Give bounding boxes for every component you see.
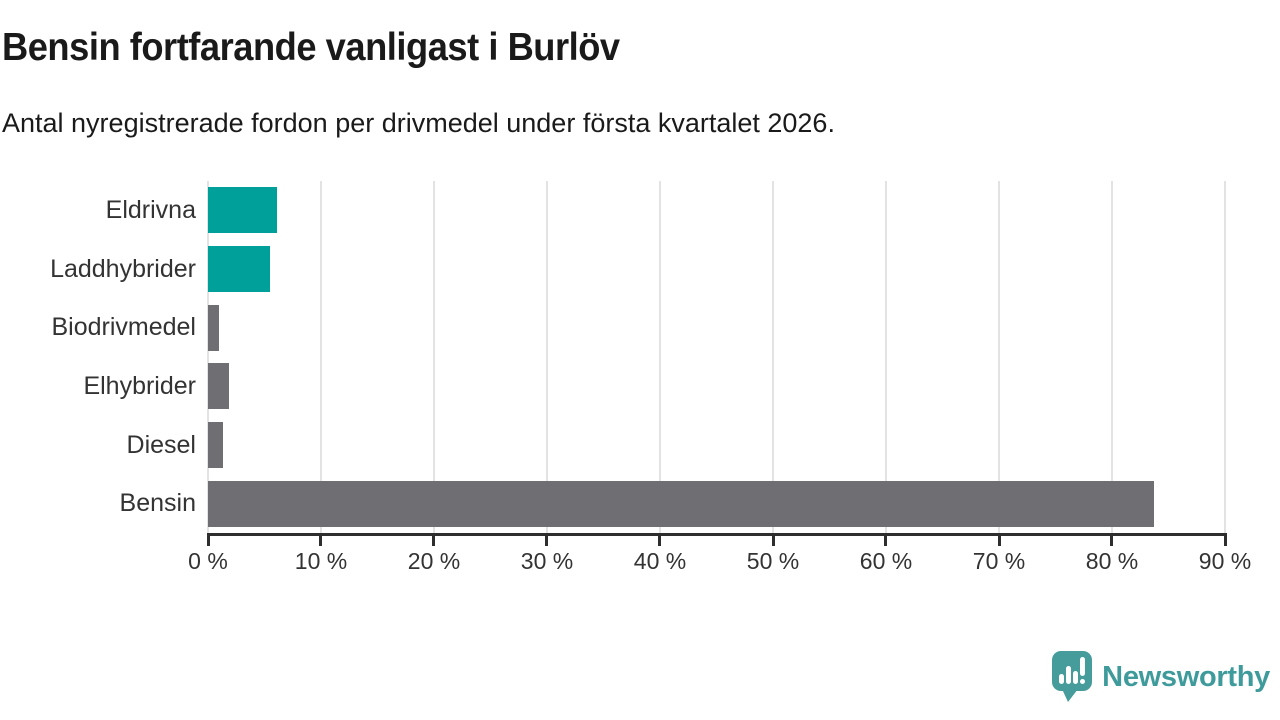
- category-label: Bensin: [119, 489, 196, 518]
- gridline-10: [319, 181, 322, 533]
- x-axis-tick-label: 10 %: [294, 548, 348, 574]
- bar-biodrivmedel: [208, 304, 220, 351]
- bar-elhybrider: [208, 363, 230, 410]
- gridline-20: [432, 181, 435, 533]
- x-axis-tick-label: 60 %: [859, 548, 913, 574]
- bar-diesel: [208, 422, 223, 469]
- category-label: Laddhybrider: [50, 254, 196, 283]
- gridline-60: [884, 181, 887, 533]
- bar-track: [208, 298, 1225, 357]
- gridline-50: [772, 181, 774, 533]
- gridline-30: [545, 181, 548, 533]
- bar-row-biodrivmedel: Biodrivmedel: [0, 298, 1225, 357]
- plot-area-gridlines: [207, 181, 1226, 533]
- gridline-80: [1110, 181, 1113, 533]
- x-axis-tick-label: 0 %: [188, 548, 228, 574]
- newsworthy-speech-bubble-chart-icon: [1052, 651, 1093, 702]
- chart-title: Bensin fortfarande vanligast i Burlöv: [2, 26, 620, 69]
- bar-row-diesel: Diesel: [0, 416, 1225, 475]
- newsworthy-logo[interactable]: Newsworthy: [1051, 650, 1270, 704]
- x-axis-tick: [997, 533, 1001, 546]
- gridline-0: [207, 181, 209, 533]
- chart-subtitle: Antal nyregistrerade fordon per drivmede…: [2, 108, 835, 138]
- x-axis-tick: [319, 533, 323, 546]
- bar-track: [208, 181, 1225, 240]
- x-axis-tick: [1223, 533, 1227, 546]
- bar-row-laddhybrider: Laddhybrider: [0, 240, 1225, 299]
- bar-eldrivna: [208, 187, 277, 234]
- bar-chart: Eldrivna Laddhybrider Biodrivmedel Elhybrid…: [0, 181, 1225, 533]
- category-label: Eldrivna: [105, 195, 196, 224]
- x-axis-tick: [771, 533, 775, 546]
- bar-track: [208, 416, 1225, 475]
- x-axis-tick-label: 80 %: [1085, 548, 1139, 574]
- bar-row-eldrivna: Eldrivna: [0, 181, 1225, 240]
- bar-track: [208, 357, 1225, 416]
- x-axis-tick: [658, 533, 662, 546]
- x-axis-tick: [432, 533, 436, 546]
- bar-track: [208, 240, 1225, 299]
- gridline-90: [1224, 181, 1226, 533]
- bar-track: [208, 474, 1225, 533]
- x-axis-tick-label: 20 %: [407, 548, 461, 574]
- gridline-40: [658, 181, 661, 533]
- category-label: Diesel: [126, 430, 196, 459]
- x-axis-tick-label: 40 %: [633, 548, 687, 574]
- x-axis-tick: [545, 533, 549, 546]
- x-axis: 0 % 10 % 20 % 30 % 40 % 50 % 60 % 70 % 80 % 90 %: [188, 533, 1251, 593]
- x-axis-tick-label: 90 %: [1198, 548, 1252, 574]
- newsworthy-logo-text: Newsworthy: [1102, 660, 1270, 693]
- bar-row-elhybrider: Elhybrider: [0, 357, 1225, 416]
- bar-row-bensin: Bensin: [0, 474, 1225, 533]
- x-axis-tick: [206, 533, 210, 546]
- x-axis-line: [208, 533, 1225, 536]
- x-axis-tick-label: 30 %: [520, 548, 574, 574]
- bar-bensin: [208, 480, 1154, 527]
- category-label: Biodrivmedel: [51, 313, 196, 342]
- bar-laddhybrider: [208, 246, 271, 292]
- x-axis-tick: [884, 533, 888, 546]
- category-label: Elhybrider: [83, 371, 196, 400]
- x-axis-tick-label: 50 %: [746, 548, 800, 574]
- gridline-70: [998, 181, 1000, 533]
- x-axis-tick: [1110, 533, 1114, 546]
- x-axis-tick-label: 70 %: [972, 548, 1026, 574]
